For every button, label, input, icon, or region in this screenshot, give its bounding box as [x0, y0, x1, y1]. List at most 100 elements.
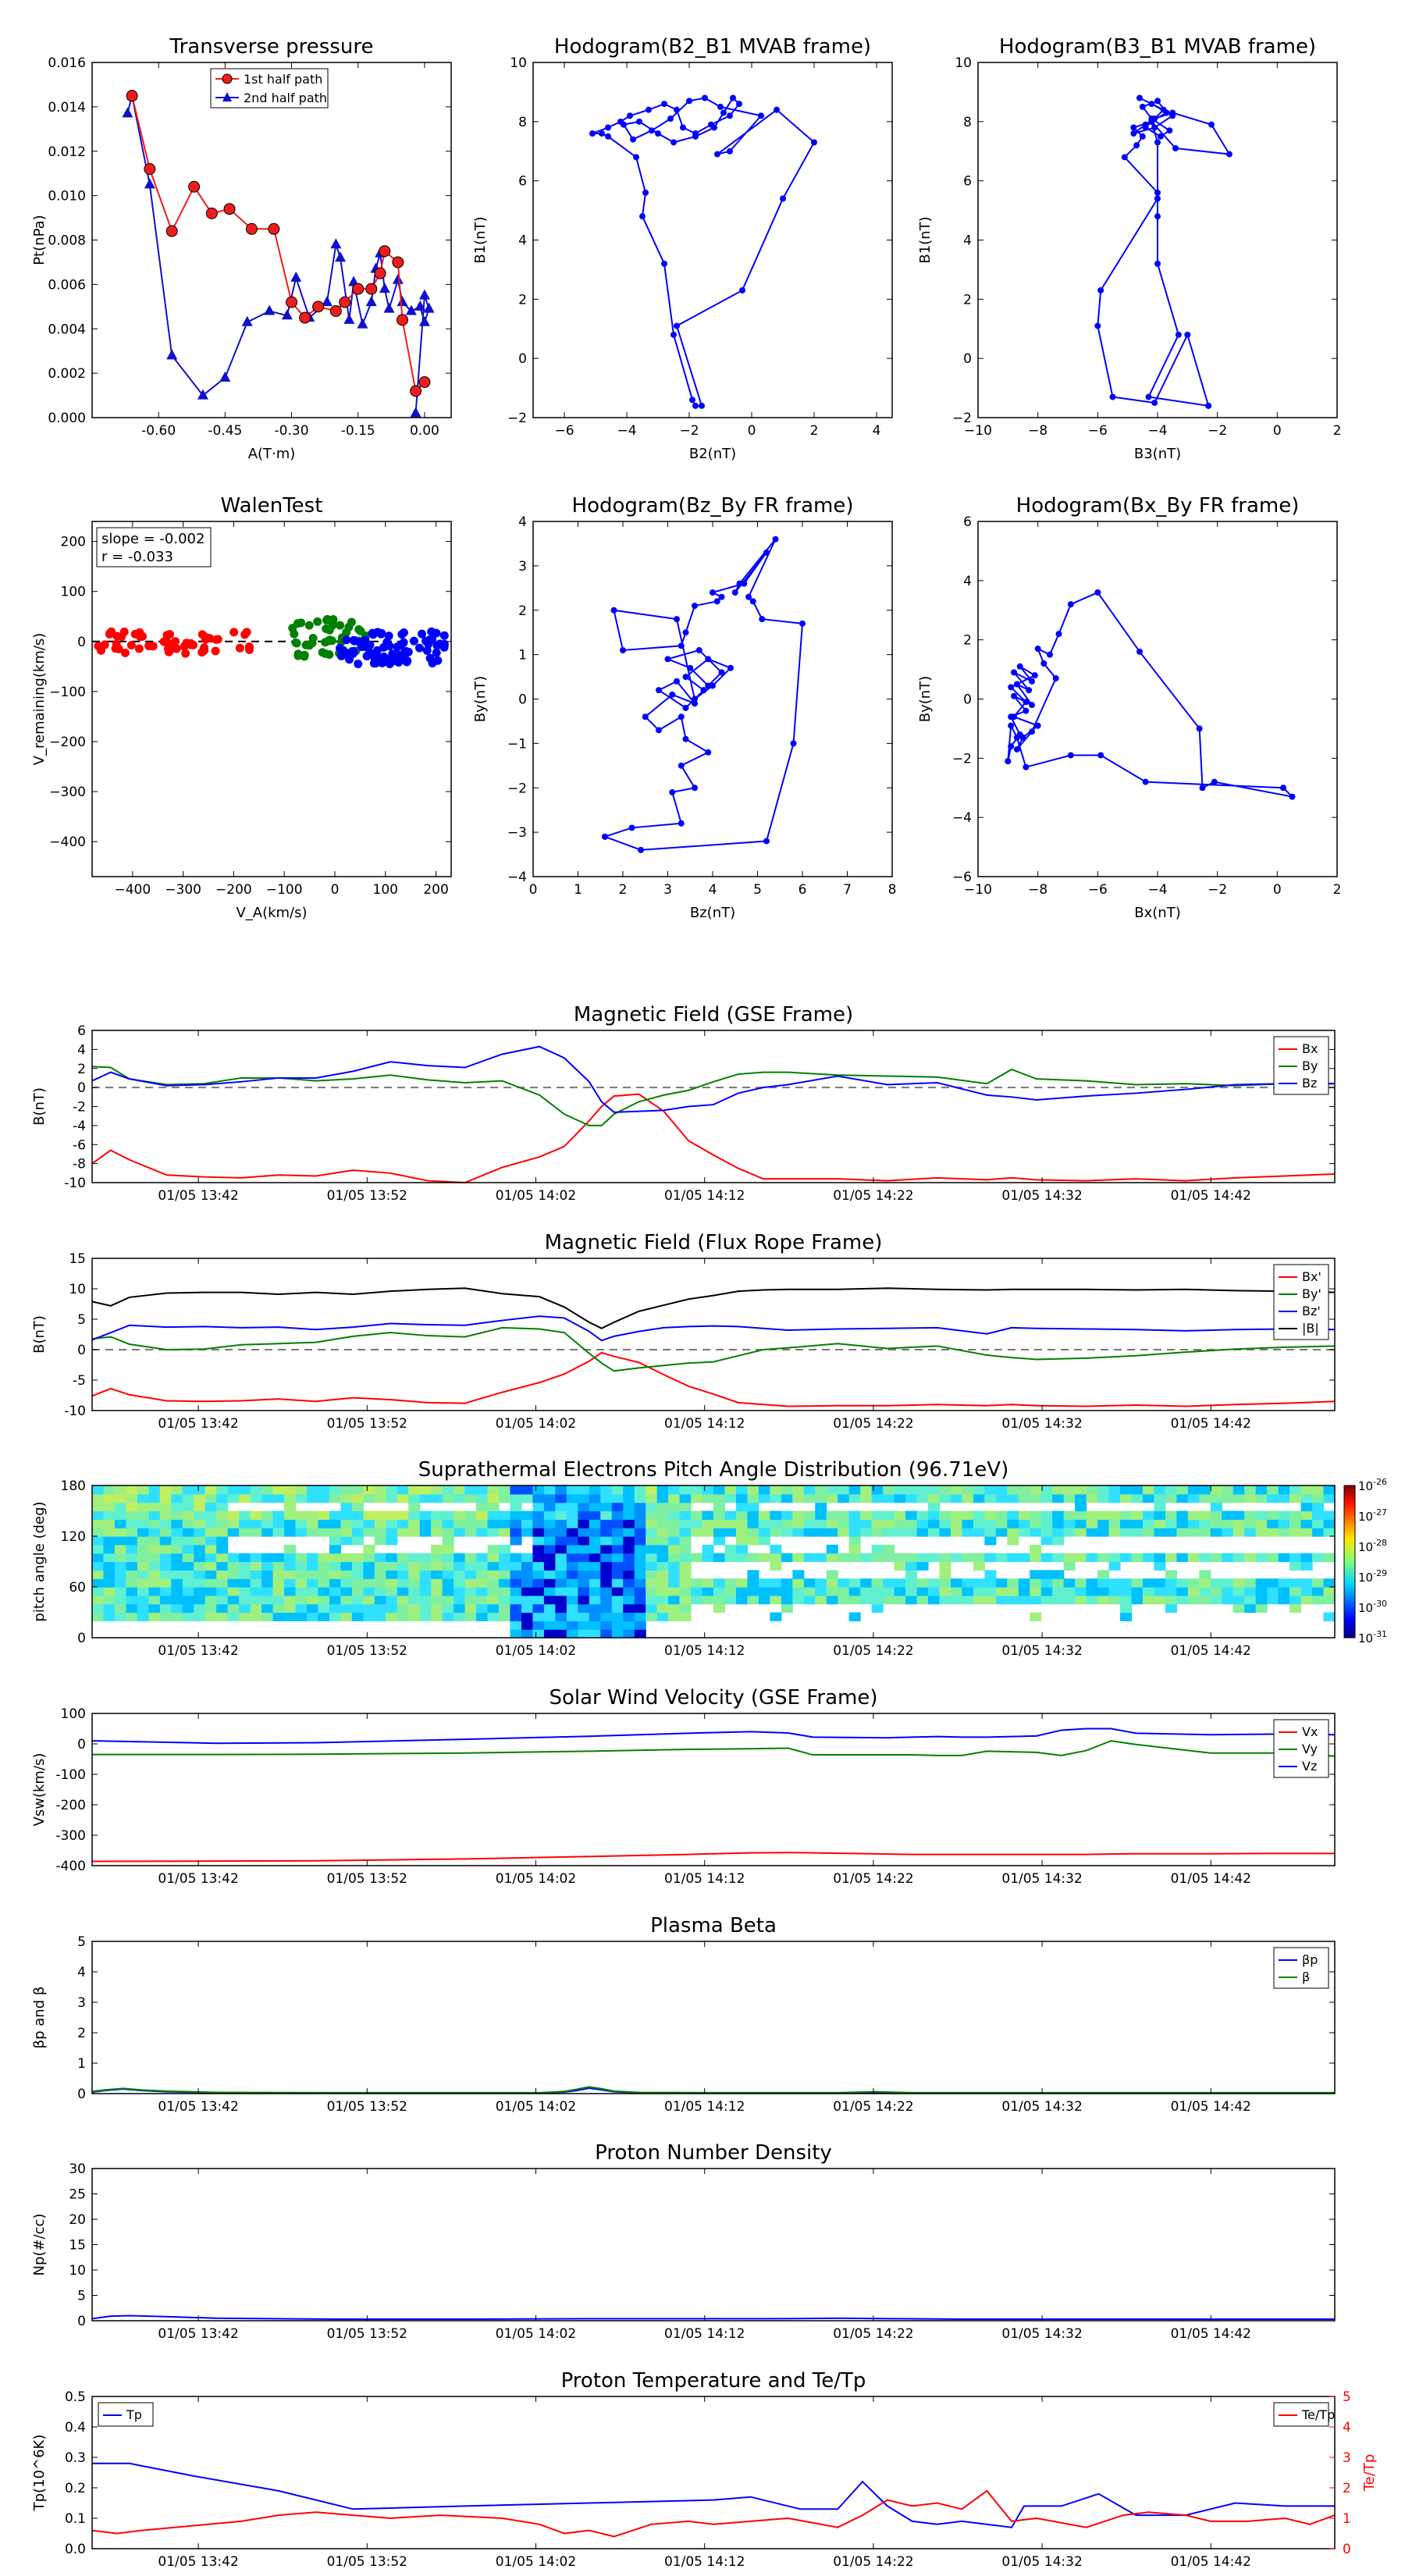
- heatmap-cell: [464, 1519, 477, 1528]
- plot-title: WalenTest: [221, 494, 323, 518]
- heatmap-cell: [464, 1587, 477, 1596]
- heatmap-cell: [1165, 1553, 1177, 1563]
- heatmap-cell: [1165, 1485, 1177, 1495]
- heatmap-cell: [1052, 1587, 1065, 1596]
- heatmap-cell: [589, 1603, 601, 1614]
- heatmap-cell: [510, 1561, 522, 1571]
- hodogram-point: [799, 620, 806, 627]
- series-1st-half-marker: [352, 283, 365, 295]
- hodogram-point: [739, 286, 745, 294]
- heatmap-cell: [656, 1528, 669, 1537]
- heatmap-cell: [442, 1544, 454, 1554]
- time-tick-label: 01/05 14:32: [1001, 1871, 1082, 1887]
- hodogram-point: [633, 154, 639, 161]
- heatmap-cell: [815, 1510, 827, 1520]
- heatmap-cell: [995, 1578, 1008, 1588]
- series-2nd-half-marker: [365, 296, 377, 307]
- heatmap-cell: [543, 1578, 556, 1588]
- heatmap-cell: [464, 1578, 477, 1588]
- heatmap-cell: [962, 1493, 974, 1503]
- heatmap-cell: [137, 1510, 149, 1520]
- heatmap-cell: [148, 1493, 161, 1503]
- series-1st-half-marker: [329, 305, 342, 317]
- heatmap-cell: [374, 1603, 386, 1614]
- heatmap-cell: [272, 1561, 285, 1571]
- heatmap-cell: [1030, 1510, 1042, 1520]
- heatmap-cell: [668, 1595, 681, 1605]
- heatmap-cell: [464, 1612, 477, 1621]
- heatmap-cell: [589, 1570, 601, 1579]
- heatmap-cell: [431, 1493, 443, 1503]
- hodogram-point: [1097, 286, 1104, 294]
- heatmap-cell: [532, 1621, 545, 1630]
- heatmap-cell: [1052, 1528, 1065, 1537]
- heatmap-cell: [306, 1595, 319, 1605]
- walen-point-red: [205, 634, 215, 643]
- heatmap-cell: [543, 1561, 556, 1571]
- heatmap-cell: [126, 1612, 138, 1621]
- heatmap-cell: [1154, 1595, 1166, 1605]
- heatmap-cell: [521, 1510, 534, 1520]
- hodogram-point: [741, 580, 748, 587]
- series-2nd-half-marker: [405, 304, 417, 315]
- heatmap-cell: [860, 1493, 873, 1503]
- heatmap-cell: [1142, 1519, 1155, 1528]
- heatmap-cell: [431, 1587, 443, 1596]
- heatmap-cell: [272, 1595, 285, 1605]
- heatmap-cell: [735, 1553, 749, 1563]
- heatmap-cell: [735, 1528, 749, 1537]
- heatmap-cell: [318, 1587, 330, 1596]
- heatmap-cell: [1232, 1553, 1245, 1563]
- heatmap-cell: [826, 1510, 838, 1520]
- heatmap-cell: [747, 1502, 759, 1512]
- series-2nd-half-marker: [330, 238, 342, 249]
- heatmap-cell: [589, 1578, 601, 1588]
- heatmap-cell: [735, 1578, 749, 1588]
- heatmap-cell: [295, 1510, 308, 1520]
- heatmap-cell: [510, 1578, 522, 1588]
- legend-label: |B|: [1302, 1321, 1319, 1336]
- heatmap-cell: [532, 1510, 545, 1520]
- heatmap-cell: [431, 1595, 443, 1605]
- heatmap-cell: [600, 1485, 613, 1495]
- heatmap-cell: [1165, 1570, 1177, 1579]
- heatmap-cell: [611, 1587, 624, 1596]
- heatmap-cell: [735, 1587, 749, 1596]
- hodogram-point: [627, 112, 633, 119]
- heatmap-cell: [1040, 1570, 1053, 1579]
- heatmap-cell: [431, 1485, 443, 1495]
- heatmap-cell: [351, 1561, 364, 1571]
- heatmap-cell: [995, 1595, 1008, 1605]
- y-tick-label: -400: [55, 1859, 86, 1874]
- walen-point-blue: [432, 648, 441, 657]
- y-tick-label: 0: [77, 2314, 86, 2329]
- heatmap-cell: [543, 1544, 556, 1554]
- time-tick-label: 01/05 14:02: [496, 2099, 576, 2115]
- heatmap-cell: [306, 1485, 319, 1495]
- heatmap-cell: [1210, 1528, 1222, 1537]
- heatmap-cell: [566, 1502, 578, 1512]
- heatmap-cell: [905, 1485, 918, 1495]
- y-tick-label: 4: [77, 1042, 86, 1058]
- heatmap-cell: [747, 1587, 759, 1596]
- hodogram-point: [1016, 663, 1023, 670]
- heatmap-cell: [815, 1595, 827, 1605]
- heatmap-cell: [284, 1578, 297, 1588]
- series-1st-half-marker: [365, 283, 378, 295]
- heatmap-cell: [1018, 1595, 1030, 1605]
- heatmap-cell: [397, 1528, 409, 1537]
- hodogram-point: [1029, 728, 1035, 735]
- heatmap-cell: [984, 1595, 997, 1605]
- heatmap-cell: [1210, 1587, 1222, 1596]
- heatmap-cell: [555, 1528, 567, 1537]
- heatmap-cell: [464, 1485, 477, 1495]
- walen-point-red: [164, 647, 173, 656]
- time-tick-label: 01/05 14:42: [1171, 2326, 1251, 2342]
- x-tick-label: 0: [529, 882, 538, 898]
- heatmap-cell: [589, 1544, 601, 1554]
- heatmap-cell: [464, 1570, 477, 1579]
- heatmap-cell: [702, 1595, 714, 1605]
- legend-label: Bz': [1302, 1304, 1321, 1318]
- heatmap-cell: [227, 1578, 240, 1588]
- hodogram-line: [592, 96, 816, 407]
